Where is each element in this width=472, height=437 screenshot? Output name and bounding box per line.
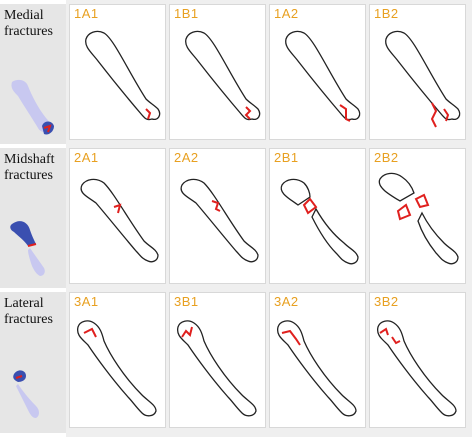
- panel-code: 3A2: [274, 294, 299, 309]
- panel-code: 1A2: [274, 6, 299, 21]
- row-title-midshaft: Midshaft fractures: [4, 152, 55, 183]
- panel-2b2: 2B2: [369, 148, 466, 284]
- panel-code: 1B1: [174, 6, 199, 21]
- panel-3b2: 3B2: [369, 292, 466, 428]
- panel-3a2: 3A2: [269, 292, 366, 428]
- bone-diagram: [378, 172, 459, 265]
- bone-diagram: [280, 178, 359, 265]
- panel-3b1: 3B1: [169, 292, 266, 428]
- panel-2a2: 2A2: [169, 148, 266, 284]
- panel-code: 1B2: [374, 6, 399, 21]
- panel-code: 1A1: [74, 6, 99, 21]
- panel-1a1: 1A1: [69, 4, 166, 140]
- midshaft-thumbnail-image: [10, 221, 45, 276]
- bone-diagram: [285, 30, 361, 122]
- panel-1a2: 1A2: [269, 4, 366, 140]
- row-title-lateral: Lateral fractures: [4, 296, 53, 327]
- bone-diagram: [76, 320, 157, 417]
- panel-code: 2A2: [174, 150, 199, 165]
- panel-code: 2A1: [74, 150, 99, 165]
- panel-code: 3B1: [174, 294, 199, 309]
- panel-2a1: 2A1: [69, 148, 166, 284]
- bone-diagram: [276, 320, 357, 417]
- bone-diagram: [185, 30, 261, 121]
- bone-diagram: [85, 30, 161, 121]
- row-label-midshaft: Midshaft fractures: [0, 148, 66, 288]
- panel-code: 2B1: [274, 150, 299, 165]
- bone-diagram: [176, 320, 257, 417]
- medial-thumbnail-image: [11, 79, 54, 135]
- panel-2b1: 2B1: [269, 148, 366, 284]
- bone-diagram: [385, 30, 461, 128]
- bone-diagram: [376, 320, 457, 417]
- panel-1b1: 1B1: [169, 4, 266, 140]
- lateral-thumbnail-image: [13, 370, 39, 418]
- row-label-medial: Medial fractures: [0, 4, 66, 144]
- bone-diagram: [80, 178, 159, 263]
- panel-code: 3A1: [74, 294, 99, 309]
- panel-1b2: 1B2: [369, 4, 466, 140]
- row-label-lateral: Lateral fractures: [0, 292, 66, 433]
- panel-code: 2B2: [374, 150, 399, 165]
- row-title-medial: Medial fractures: [4, 8, 53, 39]
- bone-diagram: [180, 178, 259, 263]
- panel-3a1: 3A1: [69, 292, 166, 428]
- panel-code: 3B2: [374, 294, 399, 309]
